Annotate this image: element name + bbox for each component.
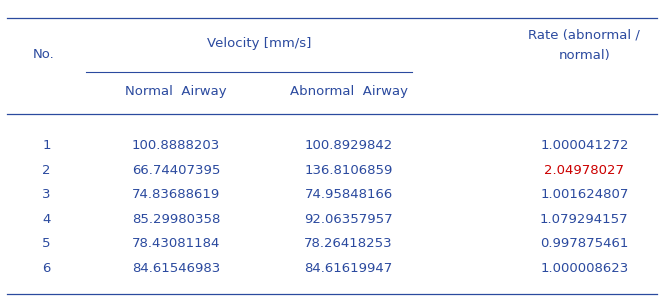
Text: 85.29980358: 85.29980358 xyxy=(131,213,220,226)
Text: 6: 6 xyxy=(42,262,50,275)
Text: 74.83688619: 74.83688619 xyxy=(132,188,220,201)
Text: 78.26418253: 78.26418253 xyxy=(304,237,393,250)
Text: Velocity [mm/s]: Velocity [mm/s] xyxy=(207,37,311,50)
Text: Rate (abnormal /: Rate (abnormal / xyxy=(529,28,640,41)
Text: 66.74407395: 66.74407395 xyxy=(131,164,220,177)
Text: 100.8929842: 100.8929842 xyxy=(305,139,392,152)
Text: 2.04978027: 2.04978027 xyxy=(544,164,624,177)
Text: 1.001624807: 1.001624807 xyxy=(540,188,629,201)
Text: 78.43081184: 78.43081184 xyxy=(131,237,220,250)
Text: 1: 1 xyxy=(42,139,50,152)
Text: Normal  Airway: Normal Airway xyxy=(125,85,227,98)
Text: 2: 2 xyxy=(42,164,50,177)
Text: 100.8888203: 100.8888203 xyxy=(132,139,220,152)
Text: 1.000041272: 1.000041272 xyxy=(540,139,629,152)
Text: normal): normal) xyxy=(558,49,610,62)
Text: Abnormal  Airway: Abnormal Airway xyxy=(290,85,408,98)
Text: 1.079294157: 1.079294157 xyxy=(540,213,629,226)
Text: 84.61546983: 84.61546983 xyxy=(132,262,220,275)
Text: 92.06357957: 92.06357957 xyxy=(304,213,393,226)
Text: 5: 5 xyxy=(42,237,50,250)
Text: 0.997875461: 0.997875461 xyxy=(540,237,629,250)
Text: 84.61619947: 84.61619947 xyxy=(305,262,392,275)
Text: 136.8106859: 136.8106859 xyxy=(304,164,393,177)
Text: No.: No. xyxy=(33,47,55,61)
Text: 74.95848166: 74.95848166 xyxy=(305,188,392,201)
Text: 1.000008623: 1.000008623 xyxy=(540,262,628,275)
Text: 3: 3 xyxy=(42,188,50,201)
Text: 4: 4 xyxy=(42,213,50,226)
